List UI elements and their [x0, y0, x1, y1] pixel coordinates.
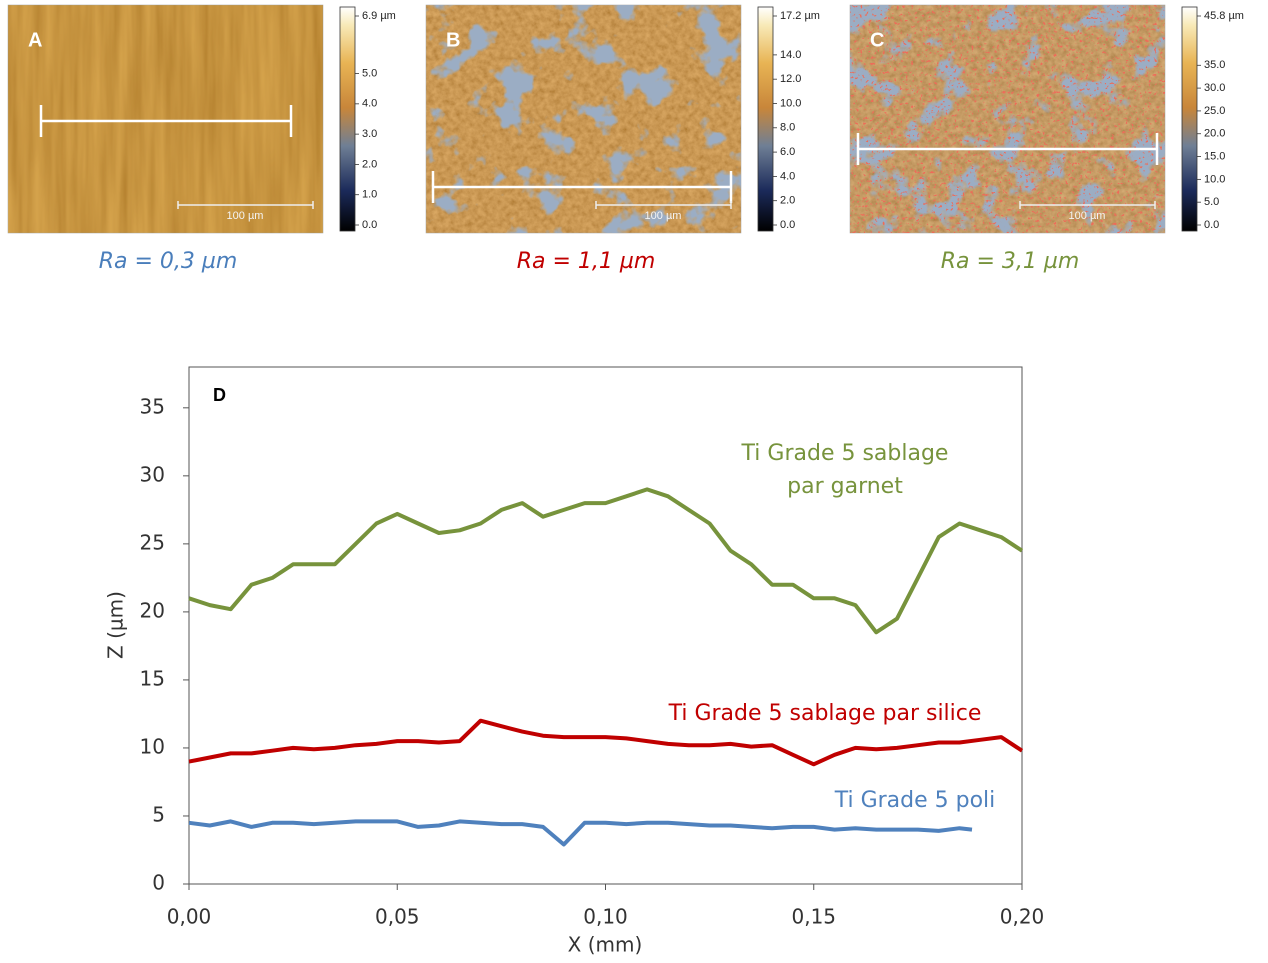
scale-bar-label: 100 µm [1069, 210, 1106, 222]
colorbar [339, 6, 356, 232]
y-tick-label: 35 [140, 394, 165, 418]
scale-bar-label: 100 µm [227, 210, 264, 222]
colorbar-tick-label: 30.0 [1204, 82, 1225, 94]
colorbar-tick-label: 0.0 [1204, 219, 1219, 231]
series-label: Ti Grade 5 poli [834, 788, 996, 813]
colorbar-tick-label: 25.0 [1204, 105, 1225, 117]
panel-label: C [870, 29, 884, 51]
colorbar-tick-label: 0.0 [362, 219, 377, 231]
y-tick-label: 5 [152, 802, 165, 826]
y-tick-label: 25 [140, 530, 165, 554]
caption: Ra = 1,1 µm [517, 249, 656, 274]
colorbar-tick-label: 3.0 [362, 128, 377, 140]
colorbar-tick-label: 1.0 [362, 189, 377, 201]
panel-label: B [446, 29, 460, 51]
colorbar-tick-label: 35.0 [1204, 59, 1225, 71]
colorbar-tick-label: 5.0 [1204, 196, 1219, 208]
x-tick-label: 0,10 [583, 905, 628, 929]
y-tick-label: 0 [152, 871, 165, 895]
x-tick-label: 0,05 [375, 905, 420, 929]
colorbar-tick-label: 14.0 [780, 49, 801, 61]
colorbar-tick-label: 10.0 [1204, 173, 1225, 185]
colorbar-tick-label: 8.0 [780, 122, 795, 134]
caption: Ra = 0,3 µm [99, 249, 238, 274]
colorbar-tick-label: 4.0 [362, 98, 377, 110]
y-tick-label: 30 [140, 462, 165, 486]
surface-texture [8, 5, 323, 233]
colorbar-tick-label: 6.9 µm [362, 10, 396, 22]
colorbar-tick-label: 15.0 [1204, 150, 1225, 162]
colorbar-tick-label: 12.0 [780, 73, 801, 85]
x-tick-label: 0,20 [1000, 905, 1045, 929]
panel-label: A [28, 29, 42, 51]
series-line [188, 487, 1024, 635]
image-panel: C 100 µm 45.8 µm 35.0 30.0 25.0 20.0 15.0 10.0 5.… [849, 4, 1244, 274]
x-tick-label: 0,00 [167, 905, 212, 929]
colorbar-tick-label: 2.0 [780, 195, 795, 207]
colorbar [1181, 6, 1198, 232]
x-tick-label: 0,15 [791, 905, 836, 929]
colorbar-tick-label: 17.2 µm [780, 10, 820, 22]
panel-label: D [213, 385, 226, 405]
series-label-box: Ti Grade 5 sablage par garnet [741, 441, 949, 499]
series-label-box: Ti Grade 5 sablage par silice [668, 701, 982, 726]
colorbar-tick-label: 45.8 µm [1204, 10, 1244, 22]
series-line [188, 819, 973, 847]
x-axis-label: X (mm) [568, 933, 643, 957]
colorbar-tick-label: 2.0 [362, 158, 377, 170]
image-panel: A 100 µm 6.9 µm 5.0 4.0 3.0 2.0 1.0 0.0 Ra = 0,3 … [7, 4, 396, 274]
series-label-box: Ti Grade 5 poli [834, 788, 996, 813]
series-label: Ti Grade 5 sablage par garnet [741, 441, 949, 499]
y-tick-label: 15 [140, 666, 165, 690]
surface-texture [426, 5, 741, 233]
colorbar-tick-label: 10.0 [780, 97, 801, 109]
colorbar-tick-label: 4.0 [780, 170, 795, 182]
colorbar-tick-label: 0.0 [780, 219, 795, 231]
y-axis-label: Z (µm) [104, 591, 128, 659]
image-panel: B 100 µm 17.2 µm 14.0 12.0 10.0 8.0 6.0 4.0 2.0 0.… [425, 4, 820, 274]
colorbar-tick-label: 5.0 [362, 67, 377, 79]
series-label: Ti Grade 5 sablage par silice [668, 701, 982, 726]
series-line [188, 718, 1024, 767]
y-tick-label: 20 [140, 598, 165, 622]
colorbar-tick-label: 20.0 [1204, 128, 1225, 140]
colorbar [757, 6, 774, 232]
scale-bar-label: 100 µm [645, 210, 682, 222]
surface-texture [850, 5, 1165, 233]
caption: Ra = 3,1 µm [941, 249, 1080, 274]
colorbar-tick-label: 6.0 [780, 146, 795, 158]
y-tick-label: 10 [140, 734, 165, 758]
